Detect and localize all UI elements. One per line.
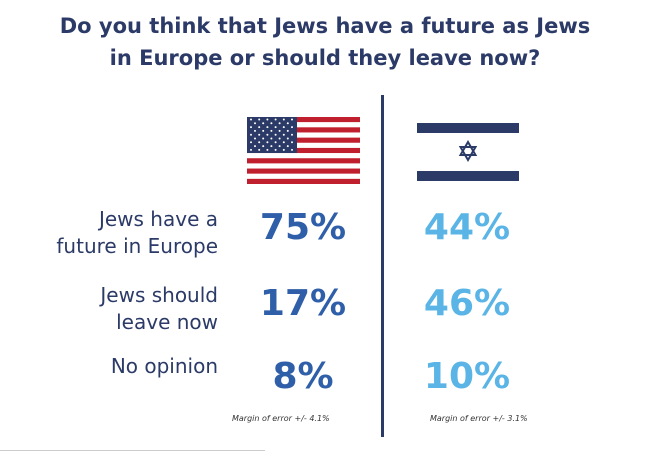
margin-of-error-israel: Margin of error +/- 3.1% [430,414,528,423]
value-us-no-opinion: 8% [272,356,334,397]
chart-title: Do you think that Jews have a future as … [0,10,650,74]
row-label-no-opinion: No opinion [110,354,218,378]
bottom-rule [0,450,265,451]
row-label-future: Jews have a future in Europe [56,207,218,258]
title-line-1: Do you think that Jews have a future as … [59,14,591,38]
value-israel-leave: 46% [423,283,511,324]
column-divider [381,95,384,437]
value-us-future: 75% [259,207,347,248]
row-label-leave: Jews should leave now [100,283,218,334]
us-flag-icon [247,117,360,184]
value-israel-no-opinion: 10% [423,356,511,397]
israel-flag-icon [417,118,519,185]
value-us-leave: 17% [259,283,347,324]
margin-of-error-us: Margin of error +/- 4.1% [232,414,330,423]
value-israel-future: 44% [423,207,511,248]
title-line-2: in Europe or should they leave now? [109,46,541,70]
